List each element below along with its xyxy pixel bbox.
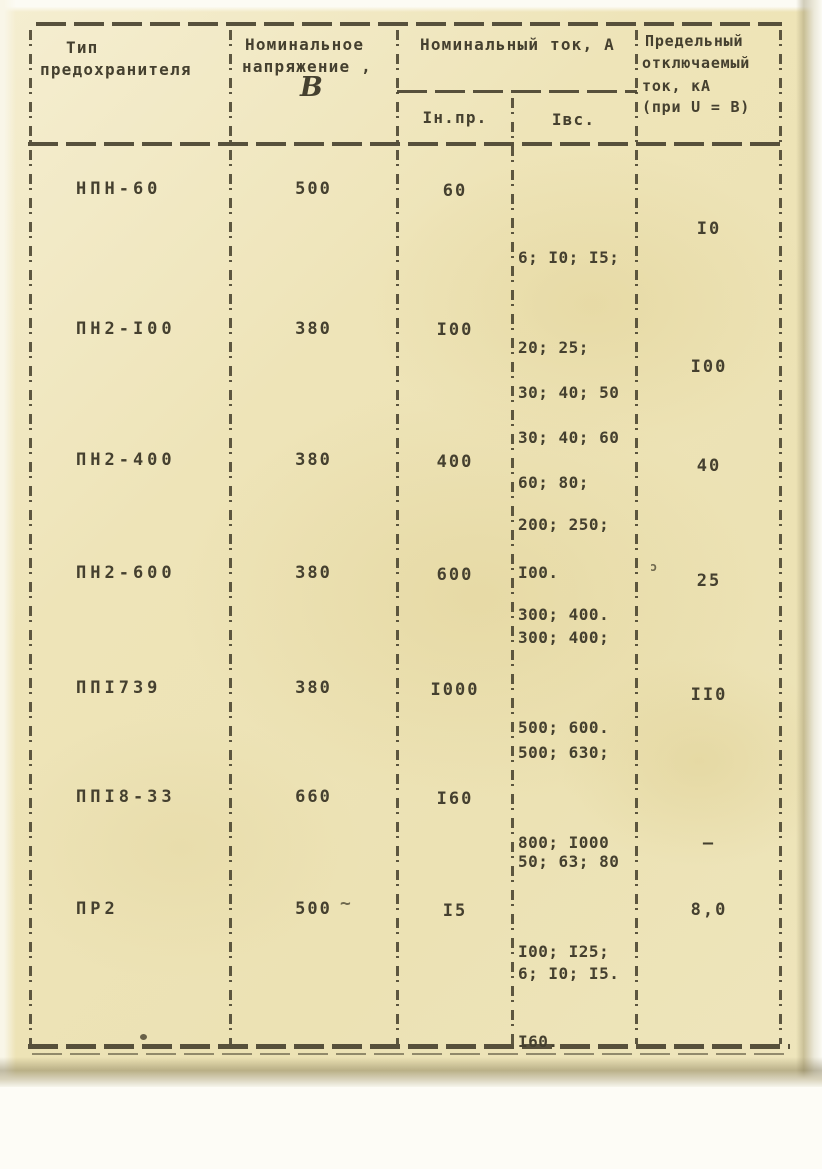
- table-border-bottom: [28, 1044, 790, 1049]
- insert-current-line: 30; 40; 50: [518, 383, 620, 402]
- header-voltage-unit: В: [299, 72, 325, 103]
- insert-current-line: 300; 400;: [518, 628, 610, 647]
- scanned-document-page: Тип предохранителя Номинальное напряжени…: [0, 0, 822, 1087]
- table-border-right: [779, 30, 782, 1044]
- rated-current-cell: 600: [436, 565, 474, 585]
- column-divider-current-limit: [635, 30, 638, 1044]
- rated-current-cell: I000: [430, 680, 480, 700]
- scan-edge-bottom: [0, 1057, 822, 1087]
- scan-edge-left: [0, 0, 16, 1087]
- subheader-divider: [397, 90, 637, 93]
- scan-edge-top: [0, 0, 822, 12]
- small-stray-mark: ɔ: [650, 560, 658, 574]
- header-current-sub-inp: Iн.пр.: [422, 108, 488, 127]
- header-current-group: Номинальный ток, А: [420, 35, 615, 54]
- insert-current-cell: 500; 630; 800; I000: [518, 678, 636, 978]
- insert-current-line: I60.: [518, 1032, 559, 1051]
- header-limit-line3: ток, кА: [642, 77, 711, 95]
- header-voltage-line2: напряжение ,: [242, 57, 372, 76]
- header-limit-line4: (при U = В): [642, 98, 751, 116]
- breaking-current-cell: I0: [696, 219, 722, 239]
- insert-current-cell: 30; 40; 50 60; 80; I00.: [518, 318, 636, 648]
- insert-current-line: 6; I0; I5;: [518, 248, 620, 267]
- fuse-type-cell: ПР2: [76, 899, 119, 919]
- insert-current-line: 20; 25;: [518, 338, 589, 357]
- breaking-current-cell: –: [702, 833, 716, 853]
- pencil-dot-mark: [140, 1034, 147, 1040]
- insert-current-cell: 200; 250; 300; 400.: [518, 450, 636, 750]
- table-border-bottom-inner: [32, 1053, 784, 1055]
- column-divider-voltage-current: [396, 30, 399, 1044]
- insert-current-line: 6; I0; I5.: [518, 964, 620, 983]
- pencil-tilde-mark: ~: [340, 893, 351, 914]
- insert-current-cell: 50; 63; 80 I00; I25; I60.: [518, 787, 636, 1117]
- insert-current-line: I00; I25;: [518, 942, 610, 961]
- rated-current-cell: 400: [436, 452, 474, 472]
- breaking-current-cell: 40: [696, 456, 722, 476]
- voltage-cell: 500: [295, 899, 332, 919]
- breaking-current-cell: 8,0: [690, 900, 728, 920]
- fuse-type-cell: ПН2-I00: [76, 319, 176, 339]
- insert-current-line: 30; 40; 60: [518, 428, 620, 447]
- rated-current-cell: I60: [436, 789, 474, 809]
- column-divider-inp-ivc: [511, 98, 514, 1044]
- voltage-cell: 380: [295, 450, 332, 470]
- voltage-cell: 380: [295, 678, 332, 698]
- header-limit-line2: отключаемый: [642, 54, 751, 72]
- rated-current-cell: I5: [442, 901, 468, 921]
- fuse-type-cell: ППI739: [76, 678, 162, 698]
- insert-current-cell: 300; 400; 500; 600.: [518, 563, 636, 863]
- insert-current-line: I00.: [518, 563, 559, 582]
- header-type-line2: предохранителя: [40, 60, 192, 79]
- fuse-type-cell: НПН-60: [76, 179, 162, 199]
- table-border-left: [29, 30, 32, 1044]
- insert-current-cell: 6; I0; I5.: [518, 899, 636, 1169]
- insert-current-line: 60; 80;: [518, 473, 589, 492]
- column-divider-type-voltage: [229, 30, 232, 1044]
- scan-edge-right: [796, 0, 822, 1087]
- breaking-current-cell: II0: [690, 685, 728, 705]
- rated-current-cell: I00: [436, 320, 474, 340]
- header-current-sub-ivc: Iвс.: [551, 110, 596, 129]
- header-limit-line1: Предельный: [645, 32, 744, 50]
- fuse-type-cell: ПН2-400: [76, 450, 176, 470]
- voltage-cell: 500: [295, 179, 332, 199]
- insert-current-line: 500; 600.: [518, 718, 610, 737]
- insert-current-line: 300; 400.: [518, 605, 610, 624]
- voltage-cell: 380: [295, 563, 332, 583]
- rated-current-cell: 60: [442, 181, 468, 201]
- insert-current-line: 200; 250;: [518, 515, 610, 534]
- header-voltage-line1: Номинальное: [245, 35, 365, 54]
- fuse-type-cell: ПН2-600: [76, 563, 176, 583]
- insert-current-line: 800; I000: [518, 833, 610, 852]
- header-type-line1: Тип: [66, 38, 99, 57]
- voltage-cell: 660: [295, 787, 332, 807]
- insert-current-line: 500; 630;: [518, 743, 610, 762]
- table-border-top: [36, 22, 782, 26]
- header-bottom-divider: [28, 142, 785, 146]
- breaking-current-cell: I00: [690, 357, 728, 377]
- insert-current-line: 50; 63; 80: [518, 852, 620, 871]
- breaking-current-cell: 25: [696, 571, 722, 591]
- voltage-cell: 380: [295, 319, 332, 339]
- fuse-type-cell: ППI8-33: [76, 787, 176, 807]
- insert-current-cell: 6; I0; I5; 20; 25; 30; 40; 60: [518, 183, 636, 513]
